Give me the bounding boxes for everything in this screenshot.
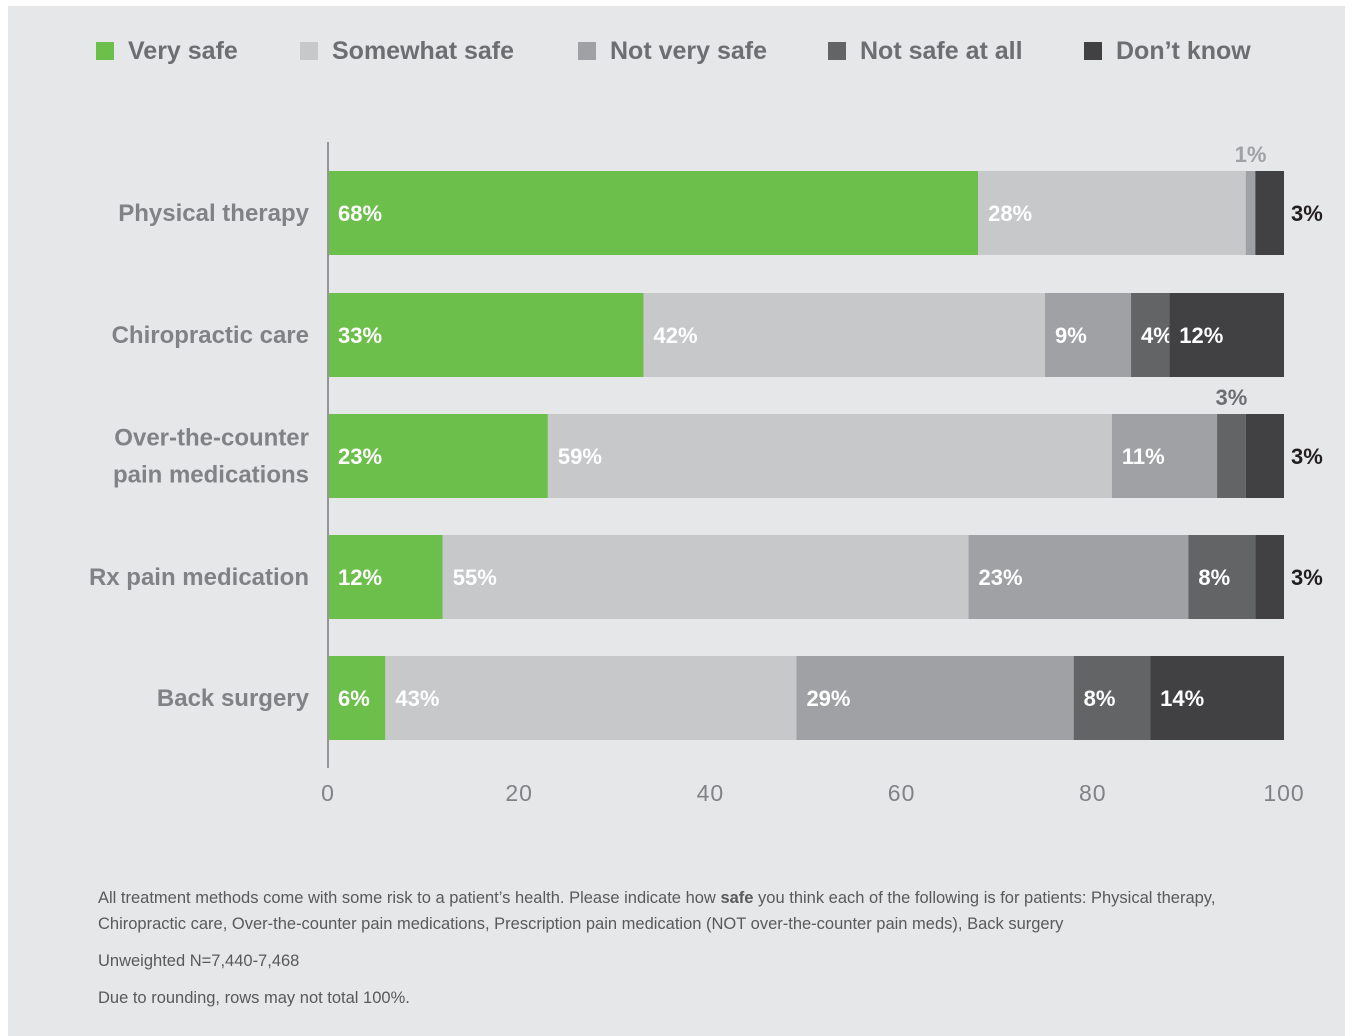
data-label: 3% [1291, 201, 1323, 226]
bar-segment [1045, 293, 1132, 377]
category-label-line: pain medications [113, 462, 309, 489]
data-label: 1% [1235, 142, 1267, 167]
bar-segment [1150, 656, 1284, 740]
rounding-note: Due to rounding, rows may not total 100%… [98, 989, 410, 1007]
data-label: 33% [338, 323, 382, 348]
x-tick-label: 80 [1079, 780, 1107, 806]
chart-legend: Very safe Somewhat safe Not very safe Not s… [0, 0, 1353, 100]
bar-segment [1255, 171, 1284, 255]
data-label: 6% [338, 686, 370, 711]
data-label: 43% [395, 686, 439, 711]
bar-segment [442, 535, 969, 619]
category-label: Rx pain medication [89, 564, 309, 591]
bar-segment [1245, 414, 1284, 498]
legend-label: Somewhat safe [332, 36, 515, 65]
data-label: 59% [558, 444, 602, 469]
question-text-before: All treatment methods come with some ris… [98, 889, 721, 907]
legend-label: Don’t know [1116, 36, 1251, 65]
x-tick-label: 20 [505, 780, 533, 806]
category-label-line: Back surgery [157, 685, 310, 712]
legend-item: Not very safe [578, 36, 767, 66]
sample-size-note: Unweighted N=7,440-7,468 [98, 952, 300, 970]
legend-label: Not safe at all [860, 36, 1023, 65]
data-label: 23% [979, 565, 1023, 590]
question-text-after: you think each of the following is for p… [98, 889, 1216, 933]
x-tick-label: 0 [321, 780, 335, 806]
data-label: 29% [806, 686, 850, 711]
data-label: 3% [1216, 385, 1248, 410]
bar-segment [1073, 656, 1151, 740]
category-label: Chiropractic care [112, 322, 309, 349]
legend-swatch [828, 42, 846, 60]
bar-segment [796, 656, 1074, 740]
data-label: 8% [1198, 565, 1230, 590]
legend-label: Very safe [128, 36, 238, 65]
data-label: 9% [1055, 323, 1087, 348]
chart-footnotes: All treatment methods come with some ris… [98, 885, 1248, 1022]
data-label: 23% [338, 444, 382, 469]
category-label-line: Chiropractic care [112, 322, 309, 349]
bar-segment [328, 656, 386, 740]
legend-item: Very safe [96, 36, 238, 66]
data-label: 12% [1179, 323, 1223, 348]
x-tick-label: 60 [888, 780, 916, 806]
data-label: 68% [338, 201, 382, 226]
category-label: Physical therapy [118, 200, 309, 227]
legend-item: Not safe at all [828, 36, 1023, 66]
x-tick-label: 40 [697, 780, 725, 806]
legend-swatch [96, 42, 114, 60]
data-label: 14% [1160, 686, 1204, 711]
data-label: 4% [1141, 323, 1173, 348]
bar-segment [328, 414, 548, 498]
legend-swatch [1084, 42, 1102, 60]
bar-segment [328, 171, 979, 255]
category-label: Over-the-counter pain medications [113, 425, 309, 489]
bar-segment [1188, 535, 1256, 619]
bar-segment [328, 535, 443, 619]
data-label: 12% [338, 565, 382, 590]
category-label-line: Rx pain medication [89, 564, 309, 591]
bar-segment [968, 535, 1189, 619]
category-label-line: Over-the-counter [114, 425, 309, 452]
bar-segment [328, 293, 644, 377]
legend-item: Somewhat safe [300, 36, 514, 66]
data-label: 8% [1084, 686, 1116, 711]
question-text-bold: safe [720, 889, 754, 907]
legend-item: Don’t know [1084, 36, 1251, 66]
bar-segment [978, 171, 1246, 255]
bar-segment [1217, 414, 1246, 498]
bar-segment [1111, 414, 1218, 498]
bar-segment [1245, 171, 1256, 255]
data-label: 11% [1122, 444, 1165, 469]
legend-swatch [300, 42, 318, 60]
bar-segment [547, 414, 1112, 498]
x-tick-label: 100 [1263, 780, 1304, 806]
data-label: 3% [1291, 565, 1323, 590]
legend-label: Not very safe [610, 36, 768, 65]
bar-segment [1169, 293, 1284, 377]
data-label: 3% [1291, 444, 1323, 469]
data-label: 42% [653, 323, 697, 348]
category-label-line: Physical therapy [118, 200, 309, 227]
survey-question: All treatment methods come with some ris… [98, 885, 1248, 937]
data-label: 28% [988, 201, 1032, 226]
bar-segment [1131, 293, 1170, 377]
stacked-bar-chart: Physical therapy 68% 28% 1% 3% Chiropractic c… [89, 142, 1323, 806]
legend-swatch [578, 42, 596, 60]
bar-segment [385, 656, 797, 740]
category-label: Back surgery [157, 685, 310, 712]
data-label: 55% [453, 565, 497, 590]
bar-segment [643, 293, 1045, 377]
bar-segment [1255, 535, 1284, 619]
